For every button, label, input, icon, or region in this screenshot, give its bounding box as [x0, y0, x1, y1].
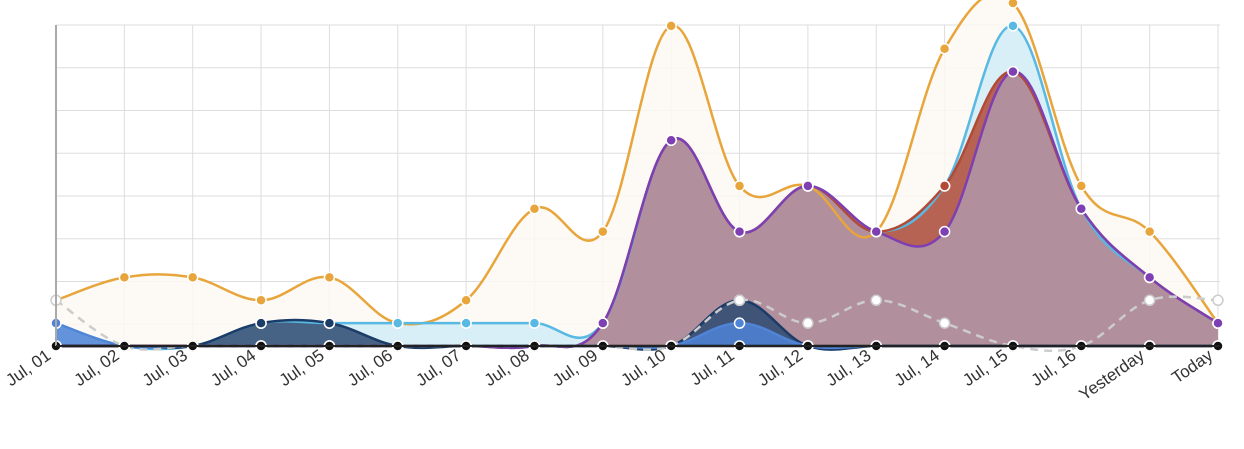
series-0-point[interactable]: [528, 203, 541, 215]
series-3-point[interactable]: [802, 180, 814, 192]
series-6-point[interactable]: [938, 317, 951, 329]
axis-layer: [55, 25, 1220, 347]
series-3-point[interactable]: [597, 317, 609, 329]
series-0-point[interactable]: [665, 20, 677, 32]
x-tick-label: Jul, 09: [549, 346, 601, 390]
x-tick-label: Jul, 13: [823, 346, 875, 390]
series-6-point[interactable]: [1212, 294, 1224, 307]
series-6-point[interactable]: [870, 294, 882, 307]
series-6-point[interactable]: [1143, 294, 1156, 307]
series-6-point[interactable]: [802, 317, 814, 329]
series-3-point[interactable]: [733, 225, 746, 238]
series-0-point[interactable]: [597, 225, 609, 238]
series-0-point[interactable]: [460, 294, 472, 307]
x-tick-label: Jul, 04: [207, 346, 259, 390]
series-0-point[interactable]: [733, 180, 746, 192]
series-3-point[interactable]: [1075, 203, 1088, 215]
series-4-point[interactable]: [323, 317, 336, 329]
x-tick-label: Jul, 03: [139, 346, 191, 390]
label-layer: Jul, 01 Jul, 02 Jul, 03 Jul, 04 Jul, 05 Jul, …: [2, 345, 1216, 404]
series-3-point[interactable]: [938, 225, 951, 238]
series-3-point[interactable]: [1143, 271, 1156, 284]
series-0-point[interactable]: [1075, 180, 1088, 192]
x-tick-label: Jul, 02: [71, 346, 123, 390]
x-tick-label: Jul, 06: [344, 346, 396, 390]
x-tick-label: Jul, 11: [687, 346, 738, 390]
series-0-point[interactable]: [255, 294, 267, 307]
series-4-point[interactable]: [255, 317, 267, 329]
series-0-point[interactable]: [118, 271, 131, 284]
series-6-point[interactable]: [733, 294, 746, 307]
series-2-point[interactable]: [938, 180, 951, 192]
x-tick-label: Jul, 10: [618, 346, 670, 390]
series-0-point[interactable]: [186, 271, 199, 284]
series-1-point[interactable]: [460, 317, 472, 329]
x-tick-label: Today: [1168, 345, 1216, 387]
x-tick-label: Jul, 01: [2, 346, 54, 390]
x-tick-label: Jul, 08: [481, 346, 533, 390]
series-3-point[interactable]: [1212, 317, 1224, 329]
series-1-point[interactable]: [528, 317, 541, 329]
series-1-point[interactable]: [392, 317, 404, 329]
x-tick-label: Jul, 15: [959, 346, 1011, 390]
series-0-point[interactable]: [323, 271, 336, 284]
x-tick-label: Jul, 07: [412, 346, 464, 390]
x-tick-label: Jul, 16: [1028, 346, 1080, 390]
x-tick-label: Jul, 14: [891, 346, 943, 390]
series-3-point[interactable]: [1007, 65, 1019, 78]
series-0-point[interactable]: [1007, 0, 1019, 9]
series-3-point[interactable]: [665, 134, 677, 146]
series-1-point[interactable]: [1007, 20, 1019, 32]
series-3-point[interactable]: [870, 225, 882, 238]
x-tick-label: Jul, 12: [754, 346, 806, 390]
series-5-point[interactable]: [733, 317, 746, 329]
series-0-point[interactable]: [1143, 225, 1156, 238]
series-0-point[interactable]: [938, 42, 951, 55]
area-layer: [56, 0, 1218, 350]
series-4-area: [56, 300, 1218, 350]
x-tick-label: Jul, 05: [276, 346, 328, 390]
series-3-area: [56, 71, 1218, 348]
x-tick-label: Yesterday: [1076, 345, 1149, 404]
